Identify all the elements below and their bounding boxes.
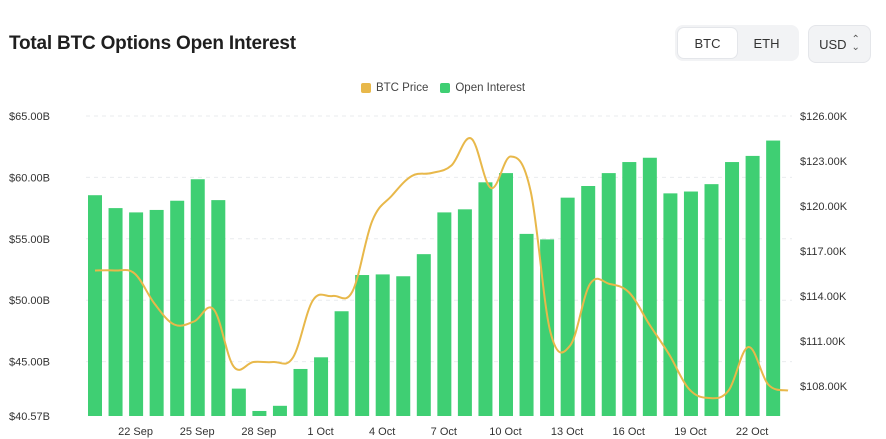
oi-bar (129, 212, 143, 416)
x-tick-label: 22 Sep (118, 426, 153, 438)
oi-bar (355, 275, 369, 416)
oi-bar (88, 195, 102, 416)
oi-bar (232, 389, 246, 416)
oi-bar (478, 182, 492, 416)
y-left-tick-label: $60.00B (9, 172, 50, 184)
x-tick-label: 7 Oct (431, 426, 457, 438)
oi-bar (520, 234, 534, 416)
oi-bar (561, 198, 575, 416)
y-right-tick-label: $108.00K (800, 381, 848, 393)
oi-bar (499, 173, 513, 416)
y-left-tick-label: $40.57B (9, 411, 50, 423)
oi-bar (109, 208, 123, 416)
oi-bar (725, 162, 739, 416)
y-right-tick-label: $114.00K (800, 291, 847, 303)
oi-bar (191, 179, 205, 416)
x-tick-label: 13 Oct (551, 426, 583, 438)
oi-bar (170, 201, 184, 416)
x-tick-label: 10 Oct (489, 426, 521, 438)
oi-bar (294, 369, 308, 416)
oi-bar (540, 239, 554, 416)
x-tick-label: 25 Sep (180, 426, 215, 438)
oi-bar (705, 184, 719, 416)
x-tick-label: 22 Oct (736, 426, 768, 438)
y-right-tick-label: $126.00K (800, 111, 848, 123)
y-right-tick-label: $120.00K (800, 201, 848, 213)
x-tick-label: 19 Oct (674, 426, 706, 438)
y-right-tick-label: $123.00K (800, 156, 848, 168)
oi-bar (314, 357, 328, 416)
oi-bar (602, 173, 616, 416)
oi-bar (437, 212, 451, 416)
y-left-tick-label: $45.00B (9, 357, 50, 369)
oi-bar (643, 158, 657, 416)
x-tick-label: 1 Oct (307, 426, 333, 438)
oi-bar (458, 209, 472, 416)
oi-bar (684, 192, 698, 416)
oi-bar (376, 274, 390, 416)
y-right-tick-label: $111.00K (800, 336, 846, 348)
oi-bar (663, 193, 677, 416)
oi-bar (273, 406, 287, 416)
y-left-tick-label: $55.00B (9, 234, 50, 246)
x-tick-label: 16 Oct (613, 426, 645, 438)
oi-bar (417, 254, 431, 416)
oi-bar (766, 141, 780, 416)
oi-bar (335, 311, 349, 416)
oi-bar (252, 411, 266, 416)
oi-bar (396, 276, 410, 416)
x-tick-label: 28 Sep (241, 426, 276, 438)
oi-bar (746, 156, 760, 416)
y-left-tick-label: $65.00B (9, 111, 50, 123)
y-right-tick-label: $117.00K (800, 246, 847, 258)
x-tick-label: 4 Oct (369, 426, 395, 438)
y-left-tick-label: $50.00B (9, 295, 50, 307)
